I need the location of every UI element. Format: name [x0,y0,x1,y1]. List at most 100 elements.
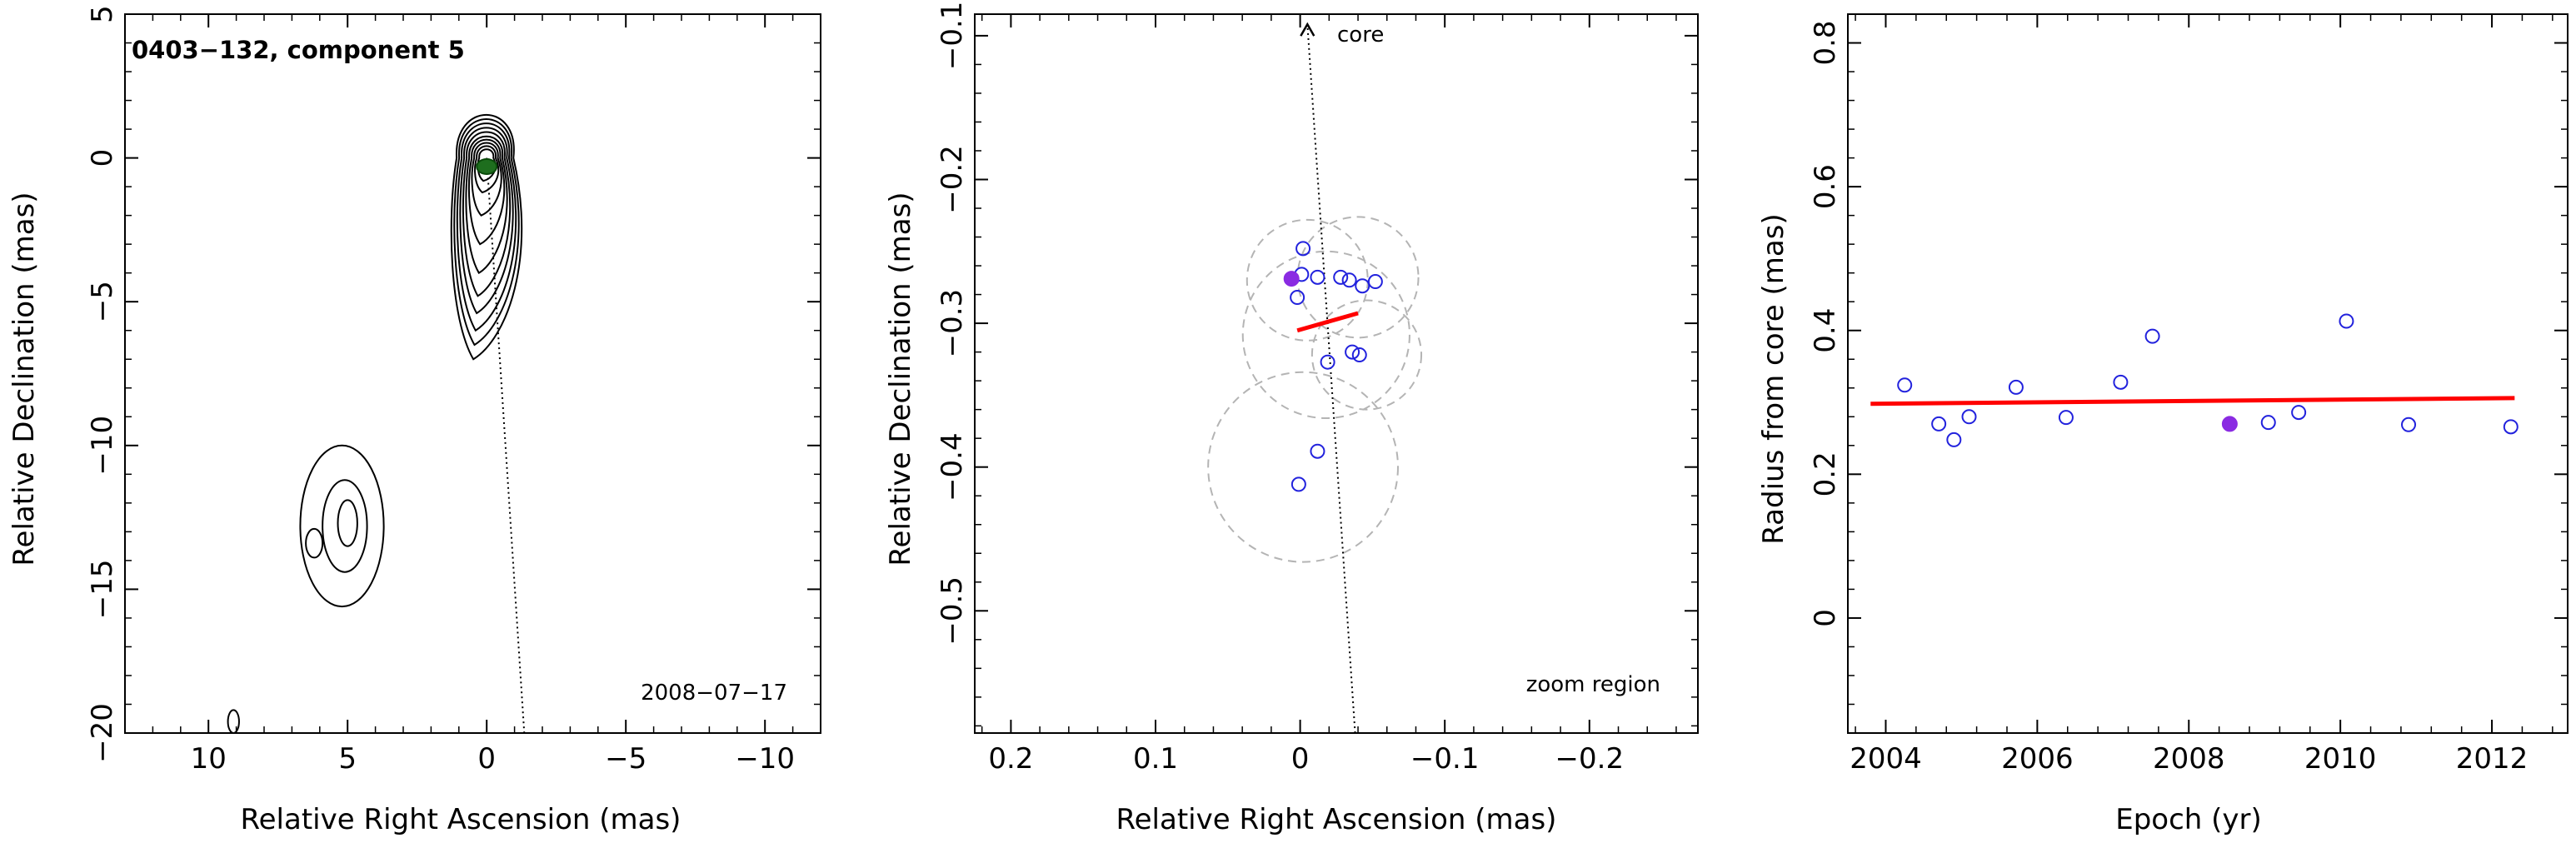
panel3-xtick-label: 2006 [2001,742,2074,776]
panel3-data-point [2339,313,2354,329]
panel3-data-point [1931,416,1947,431]
panel1-ytick-label: −5 [86,281,119,322]
panel3-xtick-label: 2004 [1850,742,1922,776]
panel1-frame [124,13,821,734]
panel3-data-point [2260,415,2276,431]
panel2-fit-line [1296,311,1359,333]
panel1-jet-contour [456,122,517,332]
panel1-jet-contour [474,145,500,194]
panel2-highlight-point [1283,271,1300,287]
panel2-ytick-label: −0.4 [936,432,969,501]
panel3-fit-line [1870,396,2515,407]
panel1-blob-contour [305,527,324,559]
panel2-data-point [1310,443,1325,459]
panel2-data-point [1355,278,1370,294]
panel1-ytick-label: −20 [86,703,119,763]
panel1-xtick-label: 5 [338,742,357,776]
panel2-data-point [1341,272,1357,288]
panel3-xtick-label: 2010 [2304,742,2377,776]
panel2-xlabel: Relative Right Ascension (mas) [1116,803,1557,836]
panel3-xtick-label: 2012 [2456,742,2529,776]
panel2-data-point [1320,354,1335,370]
panel1-ytick-label: 0 [86,149,119,167]
panel2-data-point [1367,274,1383,290]
panel1-xtick-label: −10 [735,742,795,776]
panel3-xtick-label: 2008 [2153,742,2225,776]
panel1-blob-contour [337,499,358,547]
panel2-xtick-label: 0 [1291,742,1310,776]
panel2-data-point [1290,476,1306,492]
panel2-data-point [1310,269,1325,285]
panel3-ytick-label: 0.8 [1809,20,1842,65]
panel1-jet-contour [450,114,523,361]
panel1-ylabel: Relative Declination (mas) [7,192,41,566]
panel2-zoom-annotation: zoom region [1526,672,1660,697]
panel2-error-circle [1246,218,1369,342]
panel1-title: 0403−132, component 5 [132,36,465,64]
panel3-ytick-label: 0 [1809,609,1842,627]
panel2-error-circle [1310,299,1423,411]
panel3-data-point [2113,374,2129,390]
panel3-data-point [1946,431,1962,447]
panel1-component-marker [476,157,498,175]
panel1-epoch-label: 2008−07−17 [641,681,787,706]
panel1-ytick-label: 5 [86,5,119,23]
panel1-xlabel: Relative Right Ascension (mas) [241,803,681,836]
panel3-data-point [2008,379,2024,395]
panel2-error-circle [1207,371,1399,563]
panel2-data-point [1295,241,1311,257]
panel3-data-point [2401,417,2417,432]
panel2-data-point [1345,344,1360,360]
panel3-ylabel: Radius from core (mas) [1757,213,1790,544]
panel3-xlabel: Epoch (yr) [2115,803,2262,836]
panel1-blob-contour [299,444,385,608]
panel1-jet-contour [462,131,512,297]
panel1-xtick-label: −5 [605,742,646,776]
panel1-xtick-label: 10 [191,742,227,776]
panel-zoom-region: core zoom region Relative Right Ascensio… [884,2,1699,836]
panel1-jet-contour [453,118,520,347]
panel2-core-arrowhead [1300,22,1315,37]
panel-radius-vs-epoch: Epoch (yr) Radius from core (mas) 2004 20… [1757,13,2569,836]
panel2-direction-line [1306,24,1356,734]
panel3-highlight-point [2221,416,2238,432]
panel3-data-point [2144,328,2160,344]
panel1-jet-contour [467,138,506,246]
panel2-xtick-label: −0.2 [1555,742,1625,776]
panel2-data-point [1351,347,1367,363]
panel1-xtick-label: 0 [477,742,496,776]
panel2-frame [974,13,1699,734]
panel2-data-point [1333,269,1349,285]
panel3-frame [1847,13,2569,734]
panel1-jet-contour [471,142,502,217]
panel2-core-annotation: core [1337,22,1384,47]
panel2-xtick-label: 0.2 [988,742,1033,776]
panel3-data-point [2291,405,2307,421]
panel3-ytick-label: 0.4 [1809,308,1842,353]
panel3-ytick-label: 0.2 [1809,451,1842,496]
panel3-data-point [1897,377,1913,393]
panel1-blob-contour [227,709,240,735]
panel1-ytick-label: −10 [86,416,119,476]
panel1-direction-line [486,157,526,734]
panel2-error-circle [1241,250,1410,420]
panel1-blob-contour [322,479,368,573]
panel1-jet-contour [465,135,508,275]
panel2-ytick-label: −0.1 [936,2,969,71]
panel2-ytick-label: −0.3 [936,289,969,358]
panel2-ytick-label: −0.5 [936,576,969,646]
panel2-ylabel: Relative Declination (mas) [884,192,917,566]
panel1-ytick-label: −15 [86,560,119,620]
panel3-data-point [2058,410,2074,426]
panel2-xtick-label: −0.1 [1410,742,1480,776]
panel2-xtick-label: 0.1 [1133,742,1178,776]
panel3-data-point [2503,419,2519,435]
panel-contour-map: 0403−132, component 5 2008−07−17 Relativ… [7,5,821,836]
panel2-ytick-label: −0.2 [936,145,969,214]
panel1-jet-contour [459,127,514,315]
panel3-data-point [1961,409,1977,425]
panel2-data-point [1290,290,1305,306]
panel2-error-circle [1296,216,1420,339]
panel3-ytick-label: 0.6 [1809,164,1842,209]
